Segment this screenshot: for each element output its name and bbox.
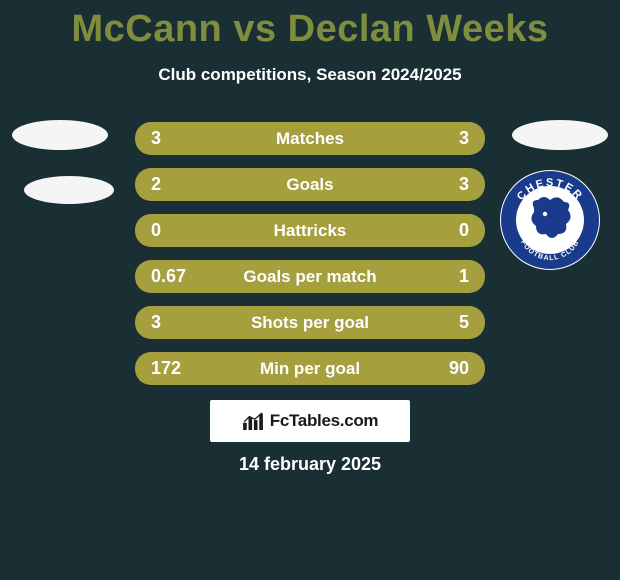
page-title: McCann vs Declan Weeks	[0, 0, 620, 51]
club-placeholder-right-1	[512, 120, 608, 150]
table-row: 172 Min per goal 90	[135, 352, 485, 385]
table-row: 3 Matches 3	[135, 122, 485, 155]
date-label: 14 february 2025	[0, 454, 620, 475]
brand-badge: FcTables.com	[210, 400, 410, 442]
stat-label: Hattricks	[135, 221, 485, 241]
stat-label: Shots per goal	[135, 313, 485, 333]
stat-label: Goals per match	[135, 267, 485, 287]
bars-icon	[242, 412, 264, 430]
stat-label: Goals	[135, 175, 485, 195]
stat-label: Min per goal	[135, 359, 485, 379]
table-row: 0.67 Goals per match 1	[135, 260, 485, 293]
stat-label: Matches	[135, 129, 485, 149]
subtitle: Club competitions, Season 2024/2025	[0, 65, 620, 85]
table-row: 0 Hattricks 0	[135, 214, 485, 247]
club-placeholder-left-1	[12, 120, 108, 150]
brand-text: FcTables.com	[270, 411, 379, 431]
table-row: 2 Goals 3	[135, 168, 485, 201]
comparison-table: 3 Matches 3 2 Goals 3 0 Hattricks 0 0.67…	[135, 122, 485, 398]
club-crest-chester: CHESTER FOOTBALL CLUB	[500, 170, 600, 270]
table-row: 3 Shots per goal 5	[135, 306, 485, 339]
club-placeholder-left-2	[24, 176, 114, 204]
